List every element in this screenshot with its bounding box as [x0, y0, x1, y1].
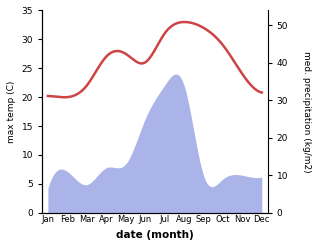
X-axis label: date (month): date (month): [116, 230, 194, 240]
Y-axis label: max temp (C): max temp (C): [7, 80, 16, 143]
Y-axis label: med. precipitation (kg/m2): med. precipitation (kg/m2): [302, 51, 311, 172]
